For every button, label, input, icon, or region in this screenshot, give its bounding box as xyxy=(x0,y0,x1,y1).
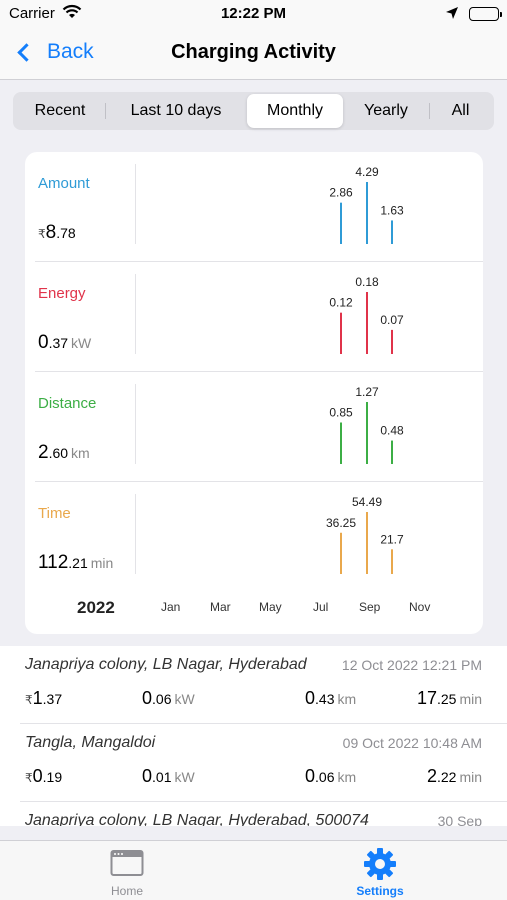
segment-all[interactable]: All xyxy=(429,94,492,128)
chart-x-axis: 2022 Jan Mar May Jul Sep Nov xyxy=(25,592,483,622)
amount-metric: Amount ₹8.78 2.86 4.29 1.63 xyxy=(25,152,483,262)
distance-metric: Distance 2.60 km 0.85 1.27 0.48 xyxy=(25,372,483,482)
bar-time-sep xyxy=(366,512,368,574)
energy-chart: 0.120.18 0.07 xyxy=(329,275,404,354)
session-amount: ₹1.37 xyxy=(25,688,63,708)
data-label-energy-oct: 0.07 xyxy=(380,313,404,327)
data-label-amount-aug: 2.86 xyxy=(329,186,353,200)
data-label-time-sep: 54.49 xyxy=(352,495,382,509)
x-tick-label: Mar xyxy=(210,600,231,614)
status-time: 12:22 PM xyxy=(220,5,287,22)
data-label-energy-aug: 0.12 xyxy=(329,296,353,310)
location-arrow-icon xyxy=(445,6,459,24)
bar-amount-oct xyxy=(391,220,393,244)
time-chart: 36.25 54.49 21.7 xyxy=(326,495,404,574)
back-label: Back xyxy=(47,40,94,63)
amount-total: ₹8.78 xyxy=(38,222,76,243)
data-label-distance-aug: 0.85 xyxy=(329,406,353,420)
tab-home[interactable]: Home xyxy=(62,841,192,900)
distance-label: Distance xyxy=(38,395,97,412)
session-location: Tangla, Mangaldoi xyxy=(25,734,156,751)
bar-time-oct xyxy=(391,549,393,574)
back-button[interactable]: Back xyxy=(12,40,94,64)
bar-distance-sep xyxy=(366,402,368,464)
session-distance: 0.06 km xyxy=(305,766,357,786)
data-label-energy-sep: 0.18 xyxy=(355,275,379,289)
session-date: 30 Sep xyxy=(437,813,482,826)
segment-yearly[interactable]: Yearly xyxy=(364,102,408,119)
session-energy: 0.01 kW xyxy=(142,766,195,786)
x-tick-label: Jan xyxy=(161,600,181,614)
tab-bar: Home Settings xyxy=(0,840,507,900)
bar-energy-sep xyxy=(366,292,368,354)
tab-home-label: Home xyxy=(110,884,143,898)
session-time: 2.22 min xyxy=(426,766,482,786)
session-distance: 0.43 km xyxy=(305,688,357,708)
chart-divider xyxy=(135,274,136,354)
bar-amount-aug xyxy=(340,202,342,244)
tab-settings[interactable]: Settings xyxy=(315,841,445,900)
x-tick-label: May xyxy=(259,600,282,614)
time-total: 112.21 min xyxy=(38,552,114,573)
bar-amount-sep xyxy=(366,182,368,244)
data-label-amount-oct: 1.63 xyxy=(380,203,404,217)
data-label-distance-sep: 1.27 xyxy=(355,385,379,399)
tab-settings-label: Settings xyxy=(356,884,404,898)
list-item[interactable]: Tangla, Mangaldoi 09 Oct 2022 10:48 AM ₹… xyxy=(0,724,507,802)
browser-window-icon xyxy=(110,850,144,876)
chart-divider xyxy=(135,384,136,464)
data-label-time-oct: 21.7 xyxy=(380,532,404,546)
list-item[interactable]: Janapriya colony, LB Nagar, Hyderabad, 5… xyxy=(0,802,507,826)
session-energy: 0.06 kW xyxy=(142,688,195,708)
bar-energy-oct xyxy=(391,329,393,354)
data-label-amount-sep: 4.29 xyxy=(355,165,379,179)
bar-time-aug xyxy=(340,532,342,574)
x-tick-label: Jul xyxy=(313,600,329,614)
x-tick-label: Nov xyxy=(409,600,431,614)
activity-chart-card: Amount ₹8.78 2.86 4.29 1.63 Energy 0.37 kW … xyxy=(25,152,483,634)
bar-energy-aug xyxy=(340,312,342,354)
session-amount: ₹0.19 xyxy=(25,766,63,786)
energy-total: 0.37 kW xyxy=(38,332,92,353)
amount-chart: 2.864.29 1.63 xyxy=(329,165,404,244)
chart-year: 2022 xyxy=(77,598,115,617)
time-label: Time xyxy=(38,505,71,522)
charging-sessions-list: Janapriya colony, LB Nagar, Hyderabad 12… xyxy=(0,646,507,826)
distance-chart: 0.851.27 0.48 xyxy=(329,385,404,464)
data-label-time-aug: 36.25 xyxy=(326,516,356,530)
data-label-distance-oct: 0.48 xyxy=(380,424,404,438)
page-title: Charging Activity xyxy=(171,41,336,63)
session-time: 17.25 min xyxy=(416,688,482,708)
time-metric: Time 112.21 min 36.25 54.49 21.7 xyxy=(25,482,483,592)
amount-label: Amount xyxy=(38,175,90,192)
energy-label: Energy xyxy=(38,285,86,302)
bar-distance-aug xyxy=(340,422,342,464)
list-item[interactable]: Janapriya colony, LB Nagar, Hyderabad 12… xyxy=(0,646,507,724)
distance-total: 2.60 km xyxy=(38,442,90,463)
period-segmented-control: Recent Last 10 days Monthly Yearly All xyxy=(13,92,494,130)
segment-last-10-days[interactable]: Last 10 days xyxy=(105,94,247,128)
segment-monthly[interactable]: Monthly xyxy=(247,94,343,128)
carrier-label: Carrier xyxy=(9,5,55,22)
x-tick-label: Sep xyxy=(359,600,381,614)
wifi-icon xyxy=(62,4,82,24)
status-bar: Carrier 12:22 PM xyxy=(0,0,507,30)
segment-recent[interactable]: Recent xyxy=(34,102,86,119)
gear-icon xyxy=(364,848,396,880)
chart-divider xyxy=(135,164,136,244)
session-date: 12 Oct 2022 12:21 PM xyxy=(341,657,482,673)
navigation-bar: Back Charging Activity xyxy=(0,30,507,80)
battery-icon xyxy=(469,7,502,21)
energy-metric: Energy 0.37 kW 0.12 0.18 0.07 xyxy=(25,262,483,372)
bar-distance-oct xyxy=(391,440,393,464)
session-location: Janapriya colony, LB Nagar, Hyderabad xyxy=(25,656,307,673)
session-location: Janapriya colony, LB Nagar, Hyderabad, 5… xyxy=(25,812,369,826)
chart-divider xyxy=(135,494,136,574)
session-date: 09 Oct 2022 10:48 AM xyxy=(342,735,482,751)
